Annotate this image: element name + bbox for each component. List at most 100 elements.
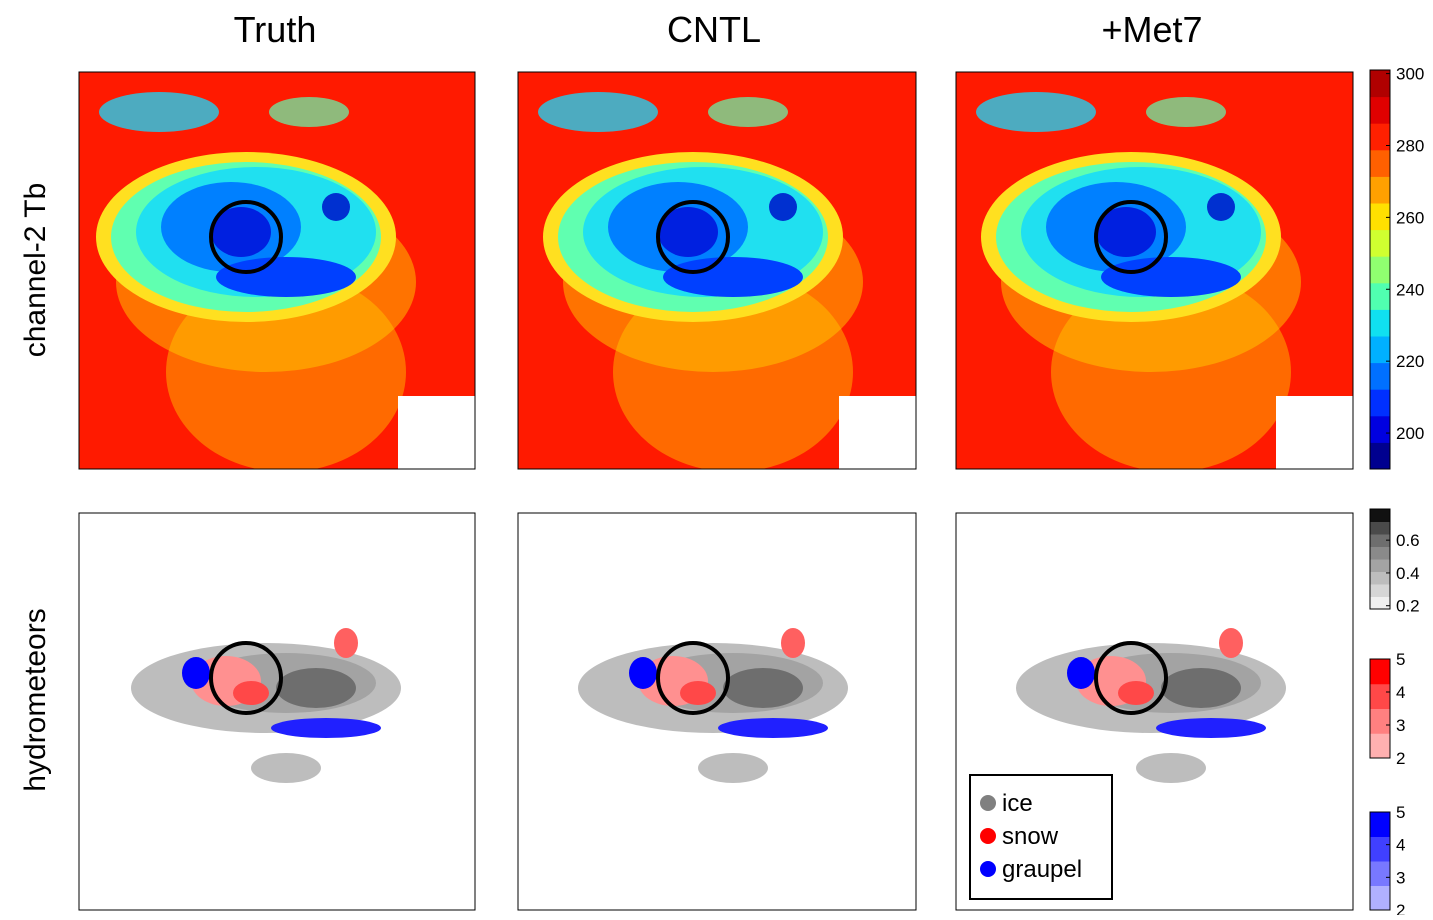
field-blob [334, 628, 358, 658]
panel-content [956, 72, 1353, 472]
field-blob [680, 681, 716, 705]
colorbar-band [1370, 837, 1390, 862]
colorbar-band [1370, 659, 1390, 684]
panel-content [79, 513, 475, 910]
field-blob [1161, 668, 1241, 708]
colorbar-tick-label: 4 [1396, 683, 1405, 702]
field-blob [269, 97, 349, 127]
colorbar-tick-label: 3 [1396, 716, 1405, 735]
colorbar-band [1370, 733, 1390, 758]
legend-label: snow [1002, 823, 1059, 850]
colorbar-tick-label: 200 [1396, 424, 1424, 443]
colorbar-band [1370, 256, 1390, 283]
field-blob [769, 193, 797, 221]
panel [518, 72, 916, 472]
field-blob [1146, 97, 1226, 127]
field-blob [723, 668, 803, 708]
field-blob [698, 753, 768, 783]
colorbar-band [1370, 559, 1390, 572]
field-blob [1156, 718, 1266, 738]
field-blob [216, 257, 356, 297]
column-title: Truth [234, 9, 317, 50]
legend-label: graupel [1002, 856, 1082, 883]
colorbar-band [1370, 416, 1390, 443]
colorbar-tick-label: 240 [1396, 280, 1424, 299]
legend-label: ice [1002, 790, 1033, 817]
field-blob [1207, 193, 1235, 221]
field-blob [1219, 628, 1243, 658]
colorbar-band [1370, 709, 1390, 734]
panel-content [79, 72, 475, 472]
colorbar-tick-label: 300 [1396, 65, 1424, 84]
colorbar-tick-label: 0.4 [1396, 564, 1420, 583]
colorbar-tick-label: 5 [1396, 803, 1405, 822]
field-blob [276, 668, 356, 708]
panel [79, 513, 475, 910]
field-blob [538, 92, 658, 132]
colorbar-band [1370, 97, 1390, 124]
colorbar-band [1370, 584, 1390, 597]
colorbar-tick-label: 2 [1396, 749, 1405, 768]
colorbar-tick-label: 4 [1396, 836, 1405, 855]
legend-marker [980, 861, 996, 877]
colorbar-tick-label: 5 [1396, 650, 1405, 669]
field-blob [663, 257, 803, 297]
colorbar-band [1370, 597, 1390, 610]
field-blob [322, 193, 350, 221]
colorbar-band [1370, 230, 1390, 257]
column-title: CNTL [667, 9, 761, 50]
column-title: +Met7 [1101, 9, 1202, 50]
colorbar-band [1370, 886, 1390, 911]
blank-box [839, 396, 916, 469]
field-blob [251, 753, 321, 783]
colorbar-band [1370, 176, 1390, 203]
blank-box [1276, 396, 1353, 469]
colorbar-band [1370, 572, 1390, 585]
legend-marker [980, 795, 996, 811]
panel [956, 72, 1353, 472]
legend: ice snow graupel [970, 775, 1112, 899]
colorbar-band [1370, 203, 1390, 230]
colorbar-band [1370, 861, 1390, 886]
colorbar-band [1370, 509, 1390, 522]
colorbar-band [1370, 309, 1390, 336]
field-blob [99, 92, 219, 132]
colorbar-band [1370, 522, 1390, 535]
colorbar-tick-label: 3 [1396, 868, 1405, 887]
field-blob [1118, 681, 1154, 705]
panel-content [518, 513, 916, 910]
colorbar-tick-label: 260 [1396, 208, 1424, 227]
field-blob [718, 718, 828, 738]
colorbar-band [1370, 547, 1390, 560]
colorbar-band [1370, 684, 1390, 709]
colorbar-band [1370, 442, 1390, 469]
colorbar-band [1370, 150, 1390, 177]
blank-box [398, 396, 475, 469]
row-label: channel-2 Tb [19, 183, 52, 358]
colorbar-tick-label: 0.6 [1396, 531, 1420, 550]
colorbar-band [1370, 283, 1390, 310]
legend-marker [980, 828, 996, 844]
field-blob [708, 97, 788, 127]
field-blob [182, 657, 210, 689]
field-blob [1136, 753, 1206, 783]
field-blob [976, 92, 1096, 132]
figure: TruthCNTL+Met7channel-2 Tbhydrometeors20… [0, 0, 1433, 915]
field-blob [781, 628, 805, 658]
row-label: hydrometeors [19, 608, 52, 791]
panel [518, 513, 916, 910]
colorbar-tick-label: 280 [1396, 136, 1424, 155]
colorbar-band [1370, 336, 1390, 363]
field-blob [233, 681, 269, 705]
colorbar-band [1370, 363, 1390, 390]
field-blob [271, 718, 381, 738]
colorbar-band [1370, 389, 1390, 416]
panel [79, 72, 475, 472]
colorbar-tick-label: 0.2 [1396, 597, 1420, 616]
colorbar-band [1370, 812, 1390, 837]
colorbar-band [1370, 123, 1390, 150]
field-blob [629, 657, 657, 689]
panel-content [518, 72, 916, 472]
field-blob [1067, 657, 1095, 689]
field-blob [1101, 257, 1241, 297]
